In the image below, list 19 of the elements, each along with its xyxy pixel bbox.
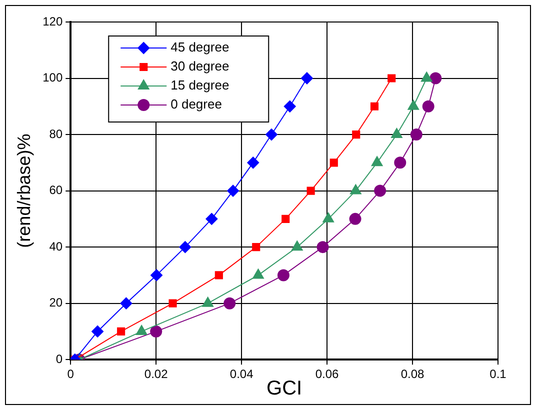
y-tick-label: 20 [49,296,63,310]
x-tick-label: 0.02 [144,367,168,382]
y-tick-label: 80 [49,126,63,141]
y-tick-label: 100 [42,70,63,85]
x-tick-label: 0.04 [230,367,254,382]
x-tick-label: 0.08 [400,367,425,382]
x-tick-label: 0.1 [490,367,507,382]
legend-label: 30 degree [170,58,230,74]
x-axis-title: GCI [266,378,302,400]
legend-label: 0 degree [170,96,222,112]
y-tick-label: 40 [49,239,63,254]
legend-label: 15 degree [170,78,230,93]
y-tick-label: 60 [49,183,63,198]
x-tick-label: 0.06 [315,367,340,382]
y-axis-title: (rend/rbase)% [14,134,34,248]
y-tick-label: 120 [42,14,63,28]
legend-label: 45 degree [170,40,230,55]
y-tick-label: 0 [56,352,63,366]
x-tick-label: 0 [67,367,74,382]
